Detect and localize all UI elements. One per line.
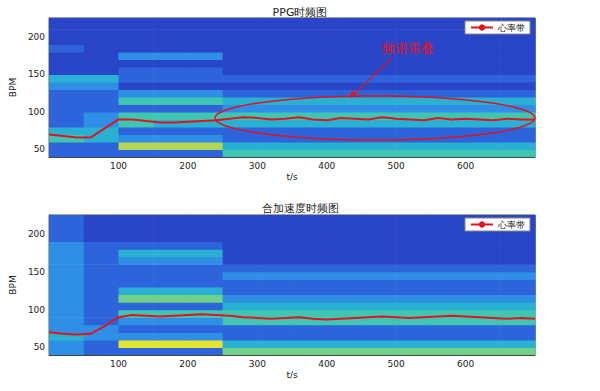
svg-text:100: 100 [28,305,45,315]
svg-text:100: 100 [110,359,127,369]
svg-text:PPG时频图: PPG时频图 [273,6,328,19]
svg-text:合加速度时频图: 合加速度时频图 [262,202,339,215]
svg-text:400: 400 [318,359,335,369]
svg-text:400: 400 [318,161,335,171]
svg-text:150: 150 [28,267,45,277]
svg-text:50: 50 [34,144,46,154]
svg-text:300: 300 [249,359,266,369]
svg-text:BPM: BPM [8,275,18,294]
svg-text:500: 500 [388,359,405,369]
svg-text:100: 100 [28,107,45,117]
svg-text:500: 500 [388,161,405,171]
svg-text:t/s: t/s [286,370,298,380]
svg-text:频谱重叠: 频谱重叠 [382,41,434,56]
svg-text:t/s: t/s [286,172,298,182]
svg-text:心率带: 心率带 [497,23,525,33]
svg-text:200: 200 [179,161,196,171]
svg-text:50: 50 [34,342,46,352]
svg-text:150: 150 [28,69,45,79]
svg-text:100: 100 [110,161,127,171]
svg-text:BPM: BPM [8,78,18,97]
svg-text:200: 200 [28,32,45,42]
svg-text:600: 600 [457,161,474,171]
svg-text:200: 200 [28,229,45,239]
svg-text:300: 300 [249,161,266,171]
svg-text:200: 200 [179,359,196,369]
svg-text:心率带: 心率带 [497,220,525,230]
svg-text:600: 600 [457,359,474,369]
